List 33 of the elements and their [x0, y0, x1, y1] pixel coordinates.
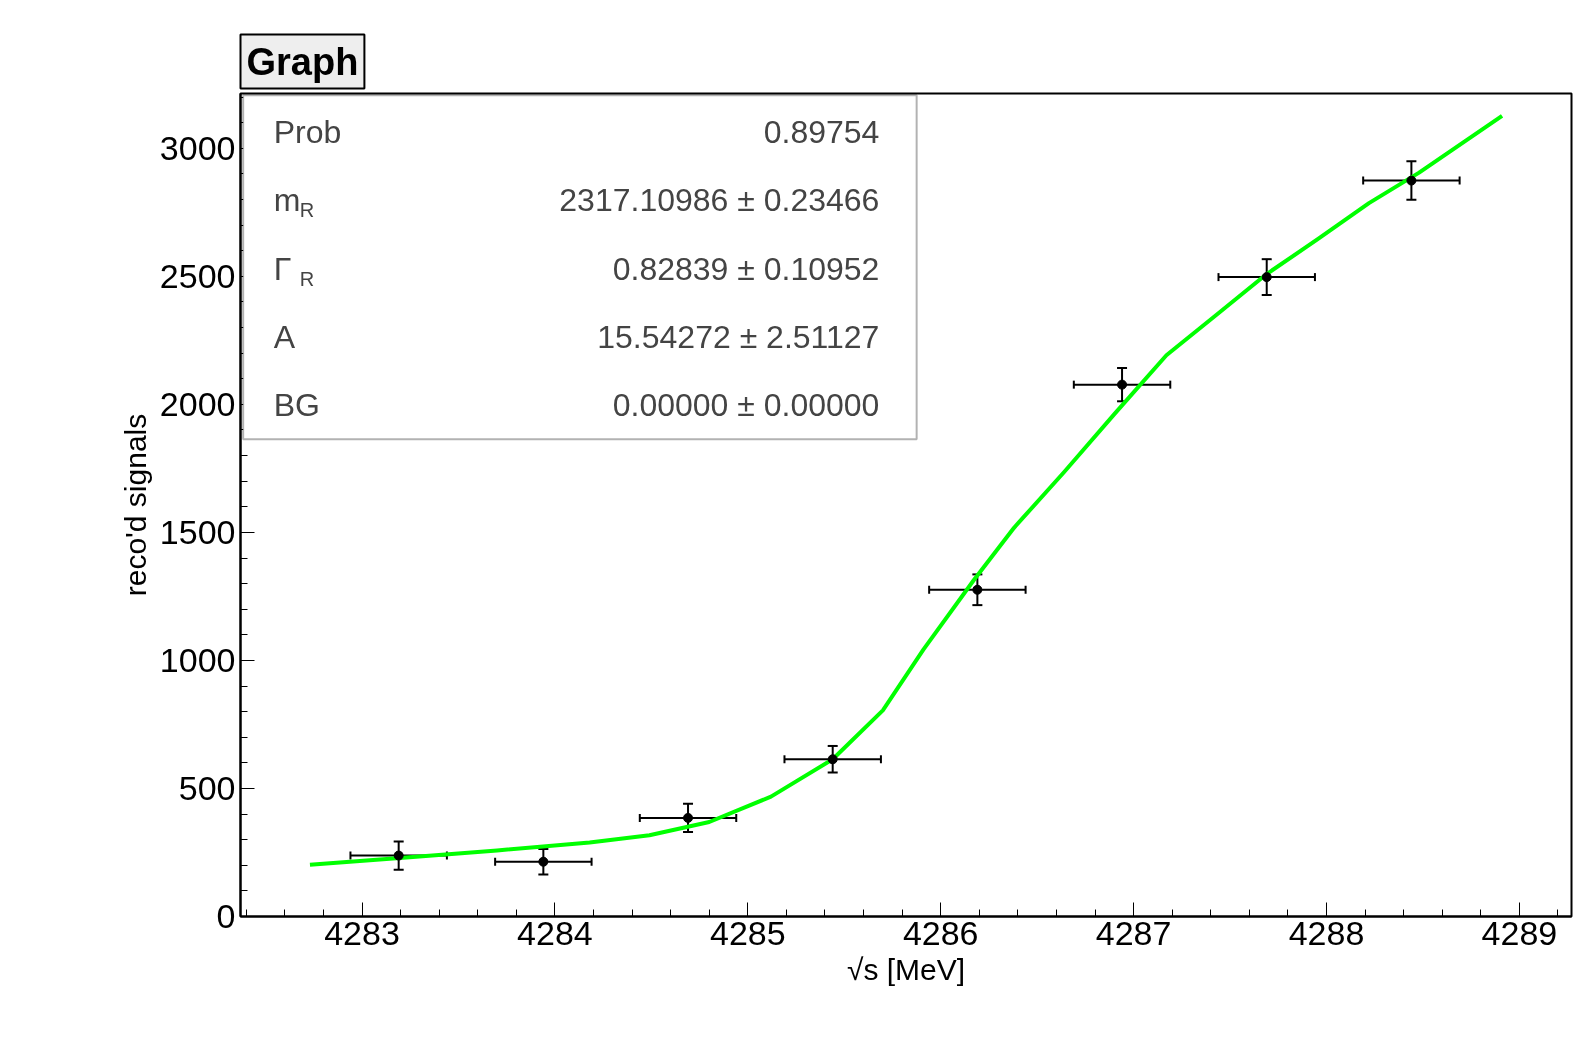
y-tick-label: 2500: [159, 256, 236, 295]
annotation: A: [273, 319, 296, 356]
x-tick-label: 4286: [902, 913, 979, 952]
x-tick-label: 4285: [710, 913, 786, 952]
point: [1117, 379, 1128, 390]
annotation: 15.54272 ± 2.51127: [597, 319, 880, 356]
annotation: 0.82839 ± 0.10952: [612, 250, 880, 287]
y-tick-label: 500: [178, 768, 236, 807]
point: [972, 584, 983, 595]
annotation: 0.00000 ± 0.00000: [612, 387, 880, 424]
y-axis-title: reco'd signals: [118, 413, 152, 597]
point: [683, 812, 694, 823]
x-tick-label: 4287: [1095, 913, 1172, 952]
annotation: 0.89754: [763, 114, 880, 151]
y-tick-label: 1500: [159, 512, 236, 551]
point: [1261, 272, 1272, 283]
y-tick-label: 3000: [159, 128, 236, 167]
point: [393, 850, 404, 861]
x-tick-label: 4288: [1288, 913, 1365, 952]
y-tick-label: 2000: [159, 384, 236, 423]
x-tick-label: 4283: [324, 913, 400, 952]
chart-title: Graph: [246, 40, 359, 83]
point: [538, 856, 549, 867]
point: [827, 754, 838, 765]
x-tick-label: 4289: [1481, 913, 1558, 952]
x-tick-label: 4284: [517, 913, 593, 952]
annotation: 2317.10986 ± 0.23466: [559, 182, 880, 219]
y-tick-label: 1000: [159, 640, 236, 679]
y-tick-label: 0: [216, 897, 236, 935]
point: [1406, 175, 1417, 186]
annotation: Prob: [273, 114, 342, 151]
x-axis-title: √s [MeV]: [846, 952, 966, 986]
annotation: BG: [273, 387, 321, 424]
